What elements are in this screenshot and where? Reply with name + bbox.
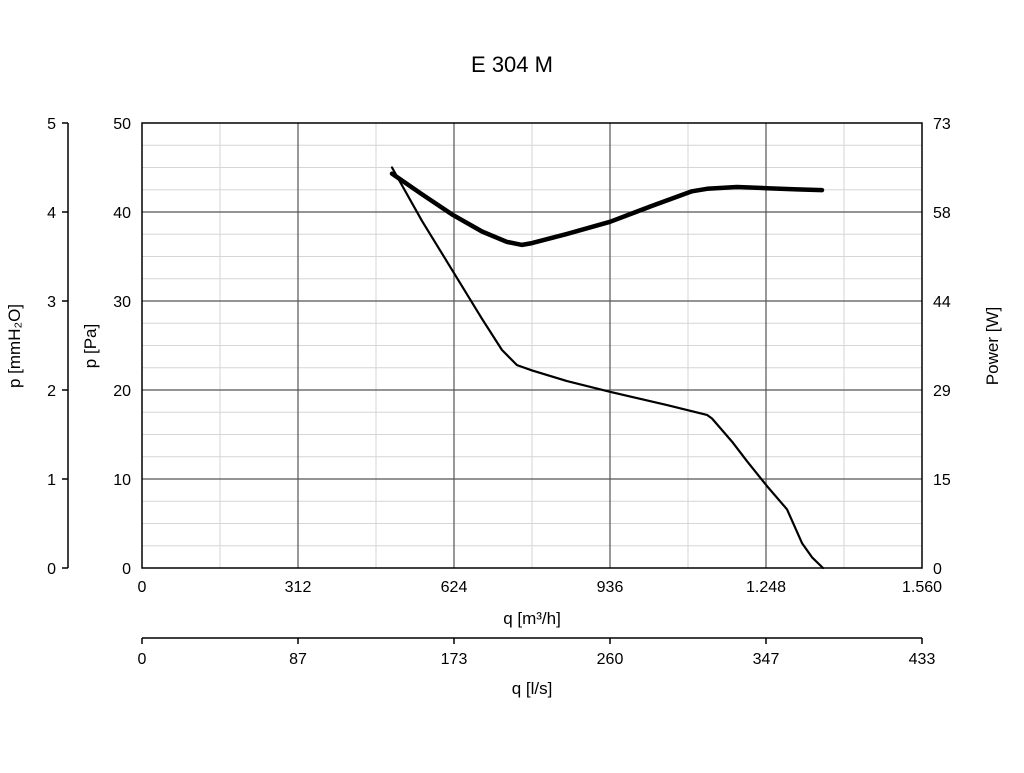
power-curve-line	[389, 171, 825, 248]
x-tick-label: 312	[285, 579, 312, 596]
y-tick-label: 20	[113, 383, 131, 400]
y-axis-title: p [Pa]	[81, 324, 100, 368]
y-tick-label: 0	[122, 561, 131, 578]
chart-title: E 304 M	[471, 52, 553, 77]
yright-tick-label: 44	[933, 294, 951, 311]
y-axis-2-title: p [mmH₂O]	[5, 304, 24, 388]
yright-tick-label: 73	[933, 116, 951, 133]
y-tick-label: 50	[113, 116, 131, 133]
y-tick-label: 40	[113, 205, 131, 222]
yright-tick-label: 58	[933, 205, 951, 222]
right-axis-ticks: 0 15 29 44 58 73	[933, 116, 951, 578]
y-tick-label: 30	[113, 294, 131, 311]
x-tick-label: 1.560	[902, 579, 942, 596]
yright-tick-label: 0	[933, 561, 942, 578]
x2-tick-label: 260	[597, 651, 624, 668]
x-tick-label: 624	[441, 579, 468, 596]
x-axis-title: q [m³/h]	[503, 609, 561, 628]
y2-tick-label: 3	[47, 294, 56, 311]
x2-tick-label: 0	[138, 651, 147, 668]
y2-tick-label: 5	[47, 116, 56, 133]
series-layer	[389, 166, 825, 570]
x-axis-ticks: 0 312 624 936 1.248 1.560	[138, 579, 943, 596]
x2-tick-label: 87	[289, 651, 307, 668]
x2-tick-label: 173	[441, 651, 468, 668]
x-axis-2-ticks: 0 87 173 260 347 433	[138, 638, 936, 668]
y2-tick-label: 2	[47, 383, 56, 400]
y-axis-right-title: Power [W]	[983, 307, 1002, 385]
x-axis-2-title: q [l/s]	[512, 679, 553, 698]
left-axis-ticks: 0 10 20 30 40 50	[113, 116, 131, 578]
plot-frame	[141, 122, 923, 569]
x-tick-label: 0	[138, 579, 147, 596]
x-tick-label: 936	[597, 579, 624, 596]
minor-grid	[142, 123, 922, 568]
y-tick-label: 10	[113, 472, 131, 489]
yright-tick-label: 29	[933, 383, 951, 400]
yright-tick-label: 15	[933, 472, 951, 489]
left-axis-2-ticks: 0 1 2 3 4 5	[47, 116, 68, 578]
x-tick-label: 1.248	[746, 579, 786, 596]
major-grid	[142, 123, 922, 568]
x2-tick-label: 433	[909, 651, 936, 668]
y2-tick-label: 1	[47, 472, 56, 489]
y2-tick-label: 4	[47, 205, 56, 222]
y2-tick-label: 0	[47, 561, 56, 578]
pressure-curve-line	[390, 166, 825, 570]
x2-tick-label: 347	[753, 651, 780, 668]
